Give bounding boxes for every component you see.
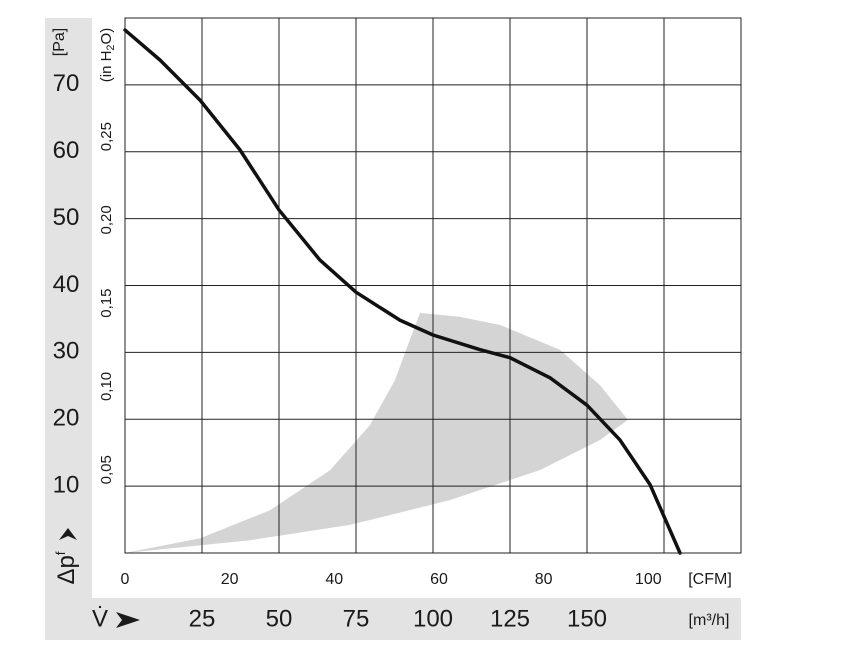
x2-tick-label: 60 [430, 571, 448, 588]
x2-tick-label: 40 [325, 571, 343, 588]
y2-tick-label: 0,10 [98, 372, 115, 401]
y-axis-band [45, 18, 92, 640]
y-label-main: Δp [53, 555, 80, 584]
x-tick-label: 75 [343, 605, 370, 632]
y-tick-label: 50 [53, 204, 80, 231]
x-tick-label: 125 [490, 605, 530, 632]
y2-label-c: O) [98, 28, 115, 45]
y-tick-label: 20 [53, 405, 80, 432]
y-arrow [59, 528, 77, 540]
y-tick-label: 40 [53, 271, 80, 298]
y2-tick-label: 0,15 [98, 289, 115, 318]
x-tick-label: 25 [189, 605, 216, 632]
x-axis-band [45, 598, 741, 640]
plot-frame [124, 17, 742, 554]
y-tick-label: 10 [53, 471, 80, 498]
x-unit: [m³/h] [689, 612, 730, 629]
x-arrow [116, 612, 140, 628]
y2-tick-label: 0,25 [98, 122, 115, 151]
y-tick-label: 60 [53, 137, 80, 164]
y-unit: [Pa] [51, 28, 68, 56]
x2-tick-label: 0 [121, 571, 130, 588]
y2-tick-label: 0,20 [98, 205, 115, 234]
y2-label: (in H2O) [98, 28, 117, 82]
y2-tick-label: 0,05 [98, 455, 115, 484]
x-tick-label: 50 [266, 605, 293, 632]
y-label-sub: f [53, 551, 68, 555]
x2-tick-label: 20 [221, 571, 239, 588]
x-label: V̇ [92, 605, 108, 633]
y-tick-label: 30 [53, 338, 80, 365]
y2-label-b: 2 [105, 44, 117, 50]
plot-area [123, 18, 741, 555]
x2-unit: [CFM] [688, 571, 732, 588]
x-tick-label: 150 [567, 605, 607, 632]
y-label: Δpf [53, 551, 80, 584]
y2-label-a: (in H [98, 51, 115, 83]
x2-tick-label: 80 [535, 571, 553, 588]
x-tick-label: 100 [413, 605, 453, 632]
fan-curve [123, 28, 682, 555]
operating-region [125, 312, 628, 553]
y-tick-label: 70 [53, 70, 80, 97]
x2-tick-label: 100 [635, 571, 662, 588]
